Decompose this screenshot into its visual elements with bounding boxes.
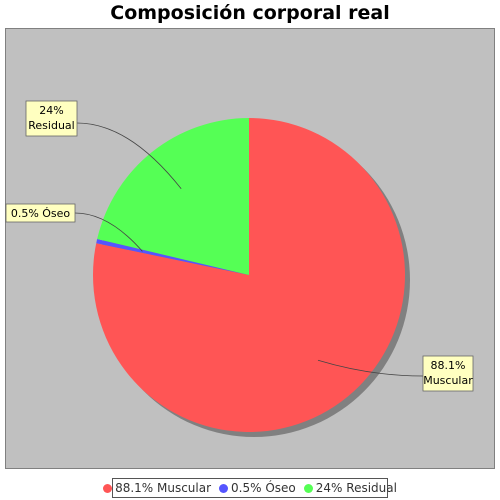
legend-item-muscular: 88.1% Muscular xyxy=(103,481,211,495)
legend-item-residual: 24% Residual xyxy=(303,481,397,495)
slice-label-residual: 24% xyxy=(39,104,63,117)
leader-line-oseo xyxy=(74,212,143,252)
pie-chart: 88.1% Muscular 0.5% Óseo 24% Residual xyxy=(5,28,495,469)
leader-line-muscular xyxy=(317,359,424,377)
legend: 88.1% Muscular 0.5% Óseo 24% Residual xyxy=(103,478,397,498)
pie-slice-oseo xyxy=(96,238,249,275)
pie-slices xyxy=(92,118,405,432)
pie-slice-residual xyxy=(97,118,249,275)
legend-item-oseo: 0.5% Óseo xyxy=(219,481,296,495)
slice-sublabel-residual: Residual xyxy=(28,119,74,132)
chart-title: Composición corporal real xyxy=(110,2,390,24)
legend-label-residual: 24% Residual xyxy=(315,481,397,495)
label-box-oseo xyxy=(5,203,76,223)
legend-label-muscular: 88.1% Muscular xyxy=(115,481,212,495)
slice-label-oseo: 0.5% Óseo xyxy=(11,207,71,220)
legend-swatch-muscular xyxy=(103,483,113,493)
label-box-residual xyxy=(25,100,78,137)
slice-sublabel-muscular: Muscular xyxy=(423,374,473,387)
pie-slice-muscular xyxy=(92,118,405,432)
legend-swatch-oseo xyxy=(219,483,229,493)
legend-label-oseo: 0.5% Óseo xyxy=(231,481,296,495)
slice-labels: 88.1% Muscular 0.5% Óseo 24% Residual xyxy=(5,100,474,392)
leader-line-residual xyxy=(76,122,182,190)
slice-label-muscular: 88.1% xyxy=(431,359,466,372)
label-box-muscular xyxy=(422,355,474,392)
legend-swatch-residual xyxy=(303,483,313,493)
plot-area: 88.1% Muscular 0.5% Óseo 24% Residual xyxy=(5,28,495,469)
